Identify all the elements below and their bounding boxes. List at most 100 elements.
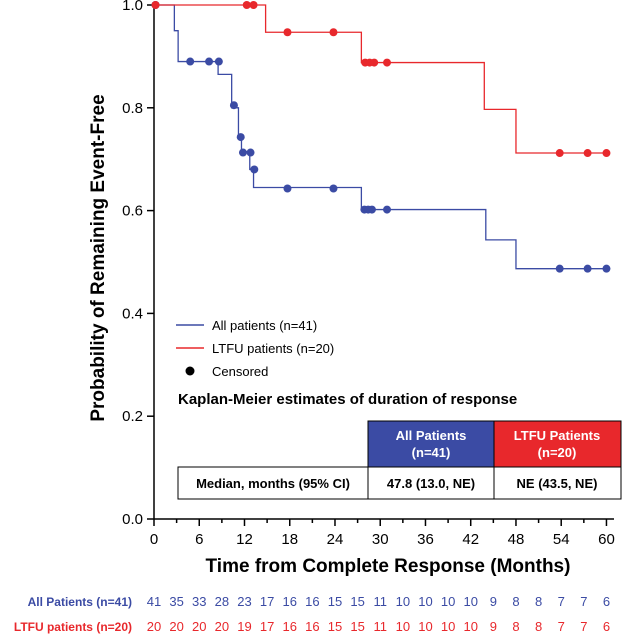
- km-row-label: Median, months (95% CI): [196, 476, 350, 491]
- series-line-all: [154, 4, 607, 270]
- x-axis-title: Time from Complete Response (Months): [206, 556, 571, 577]
- at-risk-value-all: 10: [441, 594, 455, 609]
- x-tick-label: 60: [598, 531, 615, 548]
- y-tick-label: 0.0: [122, 511, 143, 528]
- at-risk-value-ltfu: 15: [350, 619, 364, 634]
- y-axis-title: Probability of Remaining Event-Free: [88, 94, 109, 421]
- at-risk-layer: 41 35 33 28 23 17 16 16 15 15 11 10 10 10 10 9 8 8 7 7 620 20…: [147, 594, 610, 634]
- legend: All patients (n=41) LTFU patients (n=20)…: [176, 318, 334, 379]
- at-risk-value-ltfu: 20: [215, 619, 229, 634]
- km-header-all-cell: [367, 420, 495, 468]
- at-risk-value-ltfu: 11: [373, 619, 387, 634]
- censor-marker-ltfu: [583, 149, 592, 158]
- legend-ltfu-label: LTFU patients (n=20): [212, 341, 334, 356]
- at-risk-value-ltfu: 20: [192, 619, 206, 634]
- censor-marker-ltfu: [602, 149, 611, 158]
- censor-marker-all: [367, 205, 376, 214]
- legend-all-label: All patients (n=41): [212, 318, 317, 333]
- at-risk-value-all: 33: [192, 594, 206, 609]
- at-risk-value-ltfu: 7: [558, 619, 565, 634]
- at-risk-value-all: 16: [283, 594, 297, 609]
- x-tick-label: 30: [372, 531, 389, 548]
- at-risk-value-all: 10: [463, 594, 477, 609]
- censor-marker-all: [229, 101, 238, 110]
- at-risk-value-ltfu: 9: [490, 619, 497, 634]
- censor-marker-ltfu: [249, 1, 258, 9]
- x-tick-label: 42: [462, 531, 479, 548]
- x-tick-label: 18: [281, 531, 298, 548]
- censor-marker-all: [583, 264, 592, 273]
- y-ticks: 0.0 0.2 0.4 0.6 0.8 1.0: [122, 0, 154, 528]
- at-risk-value-ltfu: 16: [305, 619, 319, 634]
- at-risk-value-all: 10: [418, 594, 432, 609]
- censor-marker-ltfu: [555, 149, 564, 158]
- at-risk-value-all: 28: [215, 594, 229, 609]
- at-risk-value-ltfu: 15: [328, 619, 342, 634]
- at-risk-value-all: 7: [558, 594, 565, 609]
- km-header-all-line1: All Patients: [396, 428, 467, 443]
- censor-marker-ltfu: [283, 28, 292, 37]
- at-risk-value-ltfu: 20: [169, 619, 183, 634]
- at-risk-value-all: 7: [580, 594, 587, 609]
- at-risk-value-all: 23: [237, 594, 251, 609]
- at-risk-value-ltfu: 7: [580, 619, 587, 634]
- km-value-all: 47.8 (13.0, NE): [387, 476, 475, 491]
- x-ticks: 0 6 12 18 24 30 36 42 48 54 60: [150, 519, 615, 548]
- at-risk-value-all: 17: [260, 594, 274, 609]
- censor-marker-all: [329, 184, 338, 193]
- km-header-all-line2: (n=41): [412, 445, 451, 460]
- series-line-ltfu: [154, 4, 607, 154]
- at-risk-value-ltfu: 10: [396, 619, 410, 634]
- censor-layer: [151, 1, 611, 273]
- km-header-ltfu-line2: (n=20): [538, 445, 577, 460]
- censor-marker-all: [186, 57, 195, 66]
- y-tick-label: 0.4: [122, 305, 143, 322]
- at-risk-value-all: 15: [350, 594, 364, 609]
- legend-censored-marker: [185, 366, 195, 376]
- censor-marker-all: [246, 148, 255, 157]
- y-tick-label: 0.8: [122, 100, 143, 117]
- censor-marker-all: [602, 264, 611, 273]
- km-header-ltfu-cell: [493, 420, 622, 468]
- y-tick-label: 0.6: [122, 203, 143, 220]
- at-risk-value-ltfu: 8: [535, 619, 542, 634]
- at-risk-value-all: 35: [169, 594, 183, 609]
- at-risk-value-all: 8: [512, 594, 519, 609]
- km-estimates-table: Kaplan-Meier estimates of duration of re…: [177, 391, 622, 500]
- x-tick-label: 24: [327, 531, 344, 548]
- y-tick-label: 0.2: [122, 408, 143, 425]
- at-risk-value-all: 6: [603, 594, 610, 609]
- km-row-label-cell: [177, 466, 369, 500]
- km-value-ltfu: NE (43.5, NE): [517, 476, 598, 491]
- censor-marker-all: [555, 264, 564, 273]
- at-risk-value-ltfu: 10: [441, 619, 455, 634]
- at-risk-value-all: 8: [535, 594, 542, 609]
- at-risk-value-ltfu: 19: [237, 619, 251, 634]
- at-risk-value-all: 10: [396, 594, 410, 609]
- censor-marker-ltfu: [370, 58, 379, 67]
- censor-marker-all: [205, 57, 214, 66]
- censor-marker-all: [383, 205, 392, 214]
- at-risk-value-all: 15: [328, 594, 342, 609]
- censor-marker-ltfu: [383, 58, 392, 67]
- series-layer: [154, 4, 607, 270]
- x-tick-label: 54: [553, 531, 570, 548]
- censor-marker-all: [238, 148, 247, 157]
- km-value-ltfu-cell: [493, 466, 622, 500]
- at-risk-value-ltfu: 6: [603, 619, 610, 634]
- x-tick-label: 36: [417, 531, 434, 548]
- x-tick-label: 12: [236, 531, 253, 548]
- censor-marker-all: [236, 133, 245, 142]
- x-tick-label: 0: [150, 531, 158, 548]
- at-risk-value-all: 11: [373, 594, 387, 609]
- at-risk-value-all: 16: [305, 594, 319, 609]
- y-tick-label: 1.0: [122, 0, 143, 14]
- at-risk-value-ltfu: 10: [463, 619, 477, 634]
- censor-marker-ltfu: [242, 1, 251, 9]
- at-risk-value-ltfu: 10: [418, 619, 432, 634]
- km-table-title: Kaplan-Meier estimates of duration of re…: [178, 391, 517, 408]
- km-header-ltfu-line1: LTFU Patients: [514, 428, 600, 443]
- censor-marker-all: [250, 165, 259, 174]
- at-risk-value-all: 9: [490, 594, 497, 609]
